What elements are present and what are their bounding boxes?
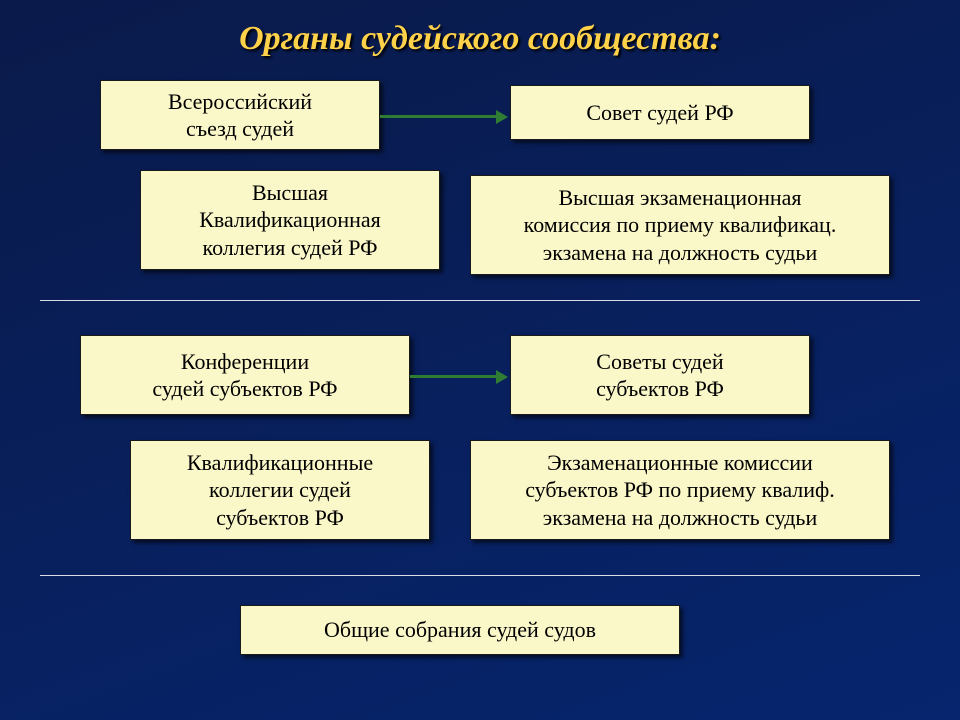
section-divider	[40, 575, 920, 576]
box-council-rf: Совет судей РФ	[510, 85, 810, 140]
box-exam-commissions-subjects: Экзаменационные комиссиисубъектов РФ по …	[470, 440, 890, 540]
box-label: Квалификационныеколлегии судейсубъектов …	[187, 449, 373, 532]
box-label: Совет судей РФ	[586, 99, 733, 127]
arrow-head-icon	[496, 110, 508, 124]
arrow-head-icon	[496, 370, 508, 384]
box-label: Экзаменационные комиссиисубъектов РФ по …	[525, 449, 835, 532]
box-high-exam-commission: Высшая экзаменационнаякомиссия по приему…	[470, 175, 890, 275]
box-label: Высшая экзаменационнаякомиссия по приему…	[524, 184, 837, 267]
box-label: Советы судейсубъектов РФ	[596, 348, 724, 403]
slide-title: Органы судейского сообщества:	[0, 20, 960, 58]
box-label: ВысшаяКвалификационнаяколлегия судей РФ	[199, 179, 381, 262]
box-high-qual-collegium: ВысшаяКвалификационнаяколлегия судей РФ	[140, 170, 440, 270]
arrow-line	[410, 375, 498, 378]
box-councils-subjects: Советы судейсубъектов РФ	[510, 335, 810, 415]
box-conferences-subjects: Конференциисудей субъектов РФ	[80, 335, 410, 415]
box-label: Конференциисудей субъектов РФ	[152, 348, 337, 403]
box-label: Всероссийскийсъезд судей	[168, 88, 312, 143]
box-congress: Всероссийскийсъезд судей	[100, 80, 380, 150]
box-general-assemblies: Общие собрания судей судов	[240, 605, 680, 655]
box-label: Общие собрания судей судов	[324, 616, 596, 644]
arrow-line	[380, 115, 498, 118]
box-qual-collegia-subjects: Квалификационныеколлегии судейсубъектов …	[130, 440, 430, 540]
section-divider	[40, 300, 920, 301]
